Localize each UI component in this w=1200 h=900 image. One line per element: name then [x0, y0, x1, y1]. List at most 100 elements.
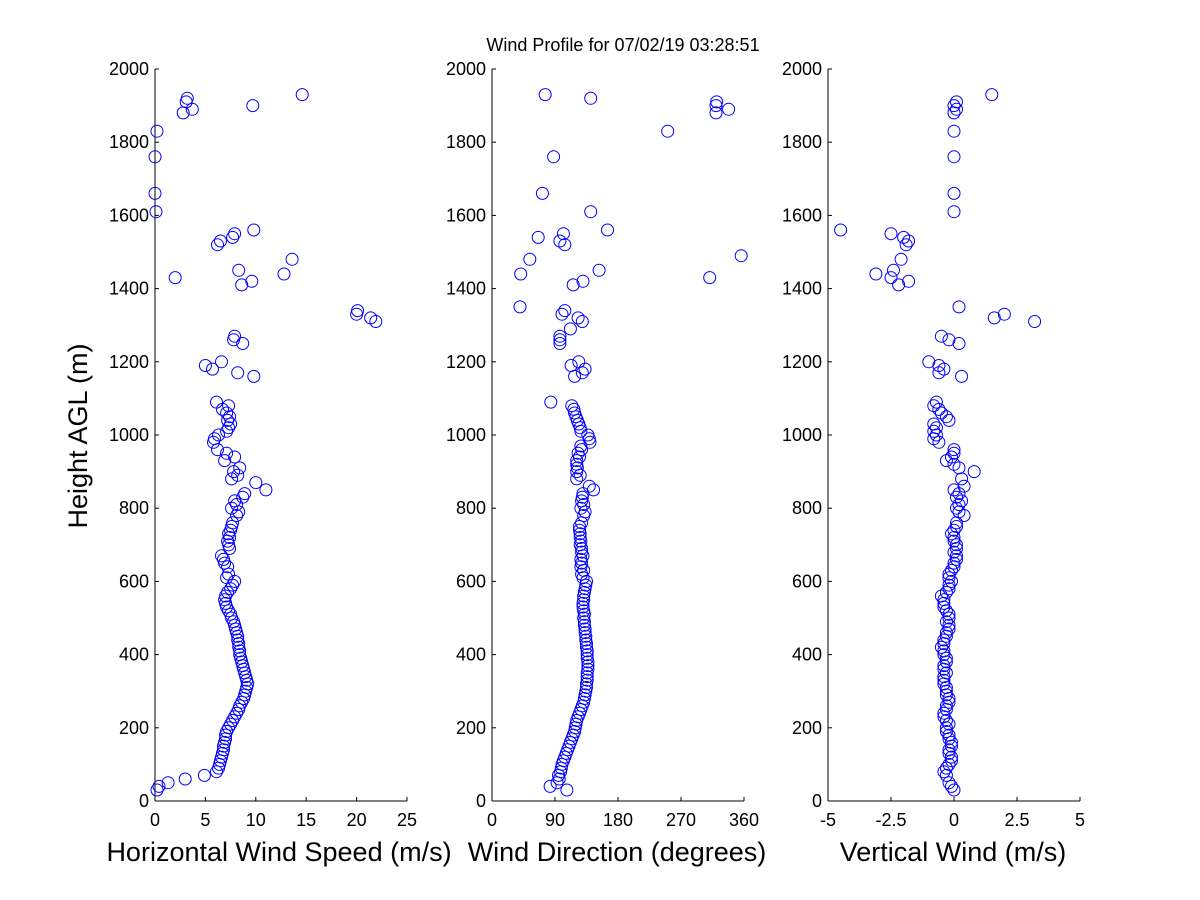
data-point: [887, 263, 900, 277]
data-point: [703, 271, 717, 285]
data-point: [553, 333, 567, 347]
data-point: [238, 487, 252, 501]
data-point: [834, 223, 848, 237]
data-point: [558, 304, 572, 318]
data-point: [247, 223, 261, 237]
x-tick-label: 20: [347, 810, 367, 830]
y-tick-label: 200: [456, 718, 486, 738]
y-tick-label: 600: [119, 571, 149, 591]
y-tick-label: 1600: [109, 205, 149, 225]
data-point: [581, 428, 595, 442]
y-tick-label: 200: [119, 718, 149, 738]
data-point: [543, 779, 557, 793]
data-point: [937, 662, 951, 676]
data-point: [661, 124, 675, 138]
data-point: [967, 465, 981, 479]
data-point: [952, 498, 966, 511]
data-point: [575, 366, 589, 380]
data-point: [927, 424, 941, 438]
data-point: [952, 300, 966, 314]
data-point: [939, 768, 953, 782]
y-tick-label: 800: [119, 498, 149, 518]
x-axis-label-wind-direction: Wind Direction (degrees): [468, 837, 767, 867]
data-point: [513, 300, 527, 314]
y-tick-label: 1000: [782, 425, 822, 445]
data-point: [945, 735, 958, 749]
data-point: [556, 227, 570, 241]
data-point: [939, 585, 953, 599]
data-point: [566, 278, 580, 292]
y-tick-label: 1200: [782, 352, 822, 372]
data-point: [950, 549, 963, 563]
data-point: [217, 552, 230, 566]
data-point: [942, 776, 956, 790]
y-tick-label: 600: [792, 571, 822, 591]
data-point: [224, 607, 238, 621]
data-point: [221, 560, 235, 574]
data-point: [950, 516, 963, 530]
data-point: [351, 304, 365, 318]
data-point: [573, 531, 587, 544]
y-tick-label: 1400: [446, 279, 486, 299]
data-point: [580, 648, 594, 662]
data-point: [571, 311, 585, 325]
data-point: [535, 186, 549, 200]
y-tick-label: 400: [792, 645, 822, 665]
data-point: [580, 670, 594, 684]
data-point: [231, 468, 245, 482]
data-point: [939, 666, 953, 680]
y-tick-label: 1600: [446, 205, 486, 225]
data-point: [945, 574, 958, 588]
data-point: [947, 443, 961, 457]
data-point: [573, 468, 587, 482]
data-point: [564, 359, 578, 372]
y-tick-label: 0: [812, 791, 822, 811]
data-point: [937, 648, 951, 662]
data-point: [560, 783, 574, 797]
data-point: [927, 417, 941, 431]
data-point: [568, 369, 582, 383]
data-point: [228, 494, 242, 508]
data-point: [214, 234, 227, 248]
data-point: [947, 545, 961, 559]
data-point: [575, 545, 589, 559]
data-point: [945, 450, 958, 464]
data-point: [576, 600, 590, 614]
data-point: [148, 186, 162, 200]
data-point: [577, 498, 591, 511]
data-point: [245, 274, 259, 288]
data-point: [575, 516, 589, 530]
data-point: [947, 534, 961, 548]
data-point: [574, 439, 588, 453]
data-point: [233, 648, 247, 662]
data-point: [221, 585, 235, 599]
data-point: [929, 428, 943, 442]
data-point: [942, 611, 956, 625]
data-point: [894, 252, 908, 266]
data-point: [942, 578, 956, 592]
data-point: [869, 267, 883, 281]
data-point: [580, 651, 594, 665]
y-tick-label: 0: [139, 791, 149, 811]
data-point: [939, 615, 953, 629]
data-point: [947, 783, 961, 797]
data-point: [212, 428, 225, 442]
data-point: [947, 186, 961, 200]
data-point: [899, 238, 913, 252]
data-point: [950, 102, 963, 116]
data-point: [226, 714, 240, 727]
x-tick-label: 15: [296, 810, 316, 830]
data-point: [939, 761, 953, 775]
data-point: [575, 315, 589, 328]
data-point: [227, 615, 241, 629]
data-point: [947, 150, 961, 164]
y-tick-label: 1200: [109, 352, 149, 372]
data-point: [572, 355, 586, 369]
data-point: [538, 88, 552, 102]
data-point: [231, 366, 245, 380]
x-tick-label: 10: [246, 810, 266, 830]
data-point: [180, 91, 194, 105]
data-point: [531, 230, 545, 244]
data-point: [222, 399, 236, 413]
